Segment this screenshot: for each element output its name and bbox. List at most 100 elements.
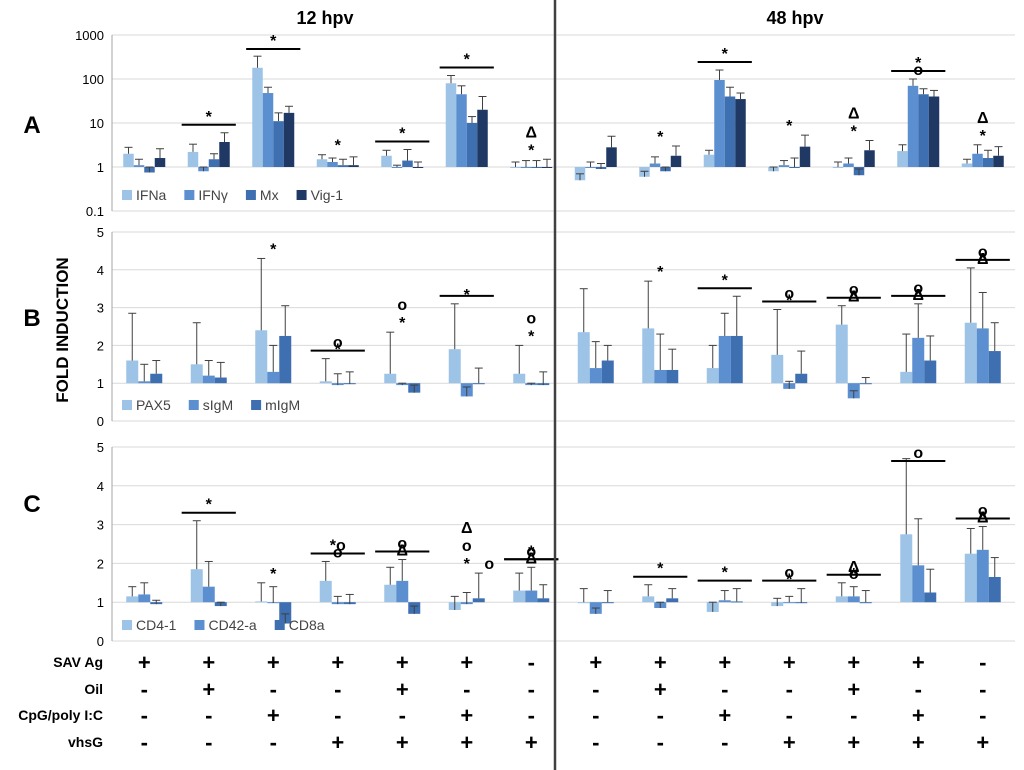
bar-IFNa-g3 xyxy=(252,67,263,167)
bar-PAX5-g5 xyxy=(384,373,397,384)
significance-symbol: * xyxy=(528,543,535,560)
bar-IFNa-g10 xyxy=(703,154,715,167)
bar-CD8a-g13 xyxy=(924,592,937,603)
bar-IFNγ-g7 xyxy=(520,167,532,168)
legend-swatch xyxy=(296,190,307,200)
significance-symbol: Δ xyxy=(913,287,925,304)
bar-sIgM-g14 xyxy=(976,328,989,384)
y-tick-label: 0 xyxy=(97,634,104,649)
significance-symbol: Δ xyxy=(461,520,473,537)
significance-symbol: o xyxy=(913,280,923,297)
treatment-value: + xyxy=(202,650,215,675)
y-tick-label: 0.1 xyxy=(86,204,104,219)
bar-PAX5-g7 xyxy=(513,373,526,384)
treatment-label: CpG/poly I:C xyxy=(18,707,103,723)
bar-IFNγ-g4 xyxy=(327,161,338,167)
bar-CD4-1-g1 xyxy=(126,596,139,603)
bar-sIgM-g8 xyxy=(589,368,602,384)
significance-symbol: * xyxy=(399,315,406,332)
treatment-value: + xyxy=(783,650,796,675)
y-tick-label: 1 xyxy=(97,160,104,175)
significance-symbol: * xyxy=(528,328,535,345)
treatment-value: + xyxy=(718,703,731,728)
significance-symbol: * xyxy=(206,497,213,514)
bar-Mx-g7 xyxy=(531,167,542,168)
significance-symbol: * xyxy=(270,33,277,50)
bar-Vig-1-g11 xyxy=(799,146,811,167)
treatment-label: SAV Ag xyxy=(53,654,103,670)
significance-symbol: * xyxy=(915,55,922,72)
significance-symbol: * xyxy=(851,124,858,141)
treatment-value: + xyxy=(396,650,409,675)
significance-symbol: o xyxy=(913,62,923,79)
significance-symbol: o xyxy=(526,310,536,327)
significance-symbol: o xyxy=(913,445,923,462)
bar-Vig-1-g10 xyxy=(735,99,746,167)
bar-IFNγ-g12 xyxy=(843,163,854,167)
treatment-value: - xyxy=(850,703,857,728)
bar-Vig-1-g1 xyxy=(154,158,166,167)
bar-IFNa-g14 xyxy=(961,163,973,167)
treatment-value: - xyxy=(141,730,148,755)
bar-PAX5-g13 xyxy=(900,371,913,384)
significance-symbol: * xyxy=(980,251,987,268)
treatment-label: Oil xyxy=(84,681,103,697)
legend-label: Vig-1 xyxy=(311,187,344,203)
bar-CD42-a-g7 xyxy=(525,590,538,603)
significance-symbol: * xyxy=(851,566,858,583)
header-12hpv: 12 hpv xyxy=(296,8,353,28)
treatment-value: + xyxy=(783,730,796,755)
bar-CD4-1-g12 xyxy=(835,596,848,603)
treatment-value: - xyxy=(786,677,793,702)
treatment-value: - xyxy=(270,677,277,702)
treatment-value: - xyxy=(592,677,599,702)
bar-Mx-g10 xyxy=(724,96,736,167)
bar-Vig-1-g6 xyxy=(477,109,488,167)
significance-symbol: * xyxy=(270,566,277,583)
treatment-value: + xyxy=(589,650,602,675)
treatment-value: + xyxy=(847,730,860,755)
bar-CD4-1-g14 xyxy=(964,553,977,603)
significance-symbol: Δ xyxy=(397,543,409,560)
bar-Vig-1-g5 xyxy=(412,167,424,168)
significance-symbol: * xyxy=(206,109,213,126)
treatment-value: + xyxy=(396,730,409,755)
significance-symbol: o xyxy=(484,556,494,573)
significance-symbol: * xyxy=(722,565,729,582)
treatment-table: SAV Ag + + + + + + - + + + + + + -Oil - + - - + - - - + - - + - -CpG… xyxy=(18,650,989,755)
bar-Mx-g13 xyxy=(918,94,929,167)
significance-symbol: Δ xyxy=(526,124,538,141)
legend-swatch xyxy=(274,620,285,630)
significance-symbol: * xyxy=(980,128,987,145)
bar-PAX5-g8 xyxy=(577,332,590,384)
bar-sIgM-g2 xyxy=(202,375,215,384)
treatment-value: - xyxy=(592,703,599,728)
bar-IFNγ-g1 xyxy=(133,165,145,167)
bar-CD8a-g10 xyxy=(730,601,743,603)
legend-swatch xyxy=(188,400,199,410)
treatment-value: - xyxy=(592,730,599,755)
treatment-value: - xyxy=(270,730,277,755)
significance-symbol: o xyxy=(462,538,472,555)
significance-symbol: * xyxy=(786,118,793,135)
significance-symbol: * xyxy=(851,289,858,306)
y-tick-label: 1000 xyxy=(75,28,104,43)
bar-Mx-g2 xyxy=(208,159,220,167)
treatment-value: + xyxy=(138,650,151,675)
bar-Vig-1-g8 xyxy=(606,147,617,167)
treatment-value: - xyxy=(205,730,212,755)
legend-label: mIgM xyxy=(265,397,300,413)
y-tick-label: 1 xyxy=(97,376,104,391)
bar-CD8a-g12 xyxy=(859,602,872,604)
bar-Vig-1-g3 xyxy=(283,112,295,167)
bar-PAX5-g3 xyxy=(255,330,268,384)
bar-IFNγ-g14 xyxy=(972,153,983,167)
bar-Mx-g4 xyxy=(337,165,349,167)
bar-sIgM-g13 xyxy=(912,337,925,384)
significance-symbol: * xyxy=(335,138,342,155)
y-tick-label: 2 xyxy=(97,338,104,353)
treatment-value: + xyxy=(654,677,667,702)
significance-symbol: o xyxy=(784,565,794,582)
significance-symbol: Δ xyxy=(848,289,860,306)
